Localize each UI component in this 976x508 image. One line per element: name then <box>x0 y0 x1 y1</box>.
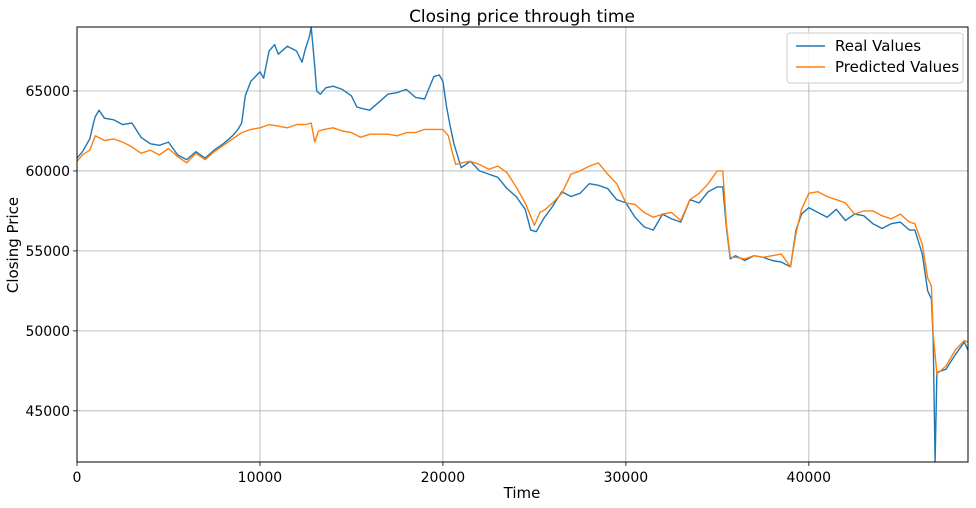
y-tick-label: 65000 <box>25 84 70 100</box>
y-tick-label: 60000 <box>25 164 70 180</box>
legend-label: Predicted Values <box>835 58 959 76</box>
series-line-real-values <box>77 27 968 462</box>
x-axis-title: Time <box>503 484 541 502</box>
series-line-predicted-values <box>77 122 968 375</box>
y-axis-ticks: 45000 50000 55000 60000 65000 <box>25 84 77 420</box>
y-tick-label: 50000 <box>25 324 70 340</box>
x-tick-label: 30000 <box>604 470 649 486</box>
x-axis-ticks: 0 10000 20000 30000 40000 <box>73 462 832 486</box>
grid <box>76 27 968 462</box>
plot-frame <box>76 26 969 463</box>
x-tick-label: 20000 <box>421 470 466 486</box>
series-layer <box>77 27 968 462</box>
legend-label: Real Values <box>835 37 921 55</box>
x-tick-label: 40000 <box>787 470 832 486</box>
chart-title: Closing price through time <box>409 7 635 27</box>
x-tick-label: 0 <box>73 470 82 486</box>
legend: Real Values Predicted Values <box>786 32 964 84</box>
y-axis-title: Closing Price <box>4 197 22 293</box>
y-tick-label: 55000 <box>25 244 70 260</box>
legend-box <box>786 32 964 84</box>
x-tick-label: 10000 <box>238 470 283 486</box>
y-tick-label: 45000 <box>25 404 70 420</box>
